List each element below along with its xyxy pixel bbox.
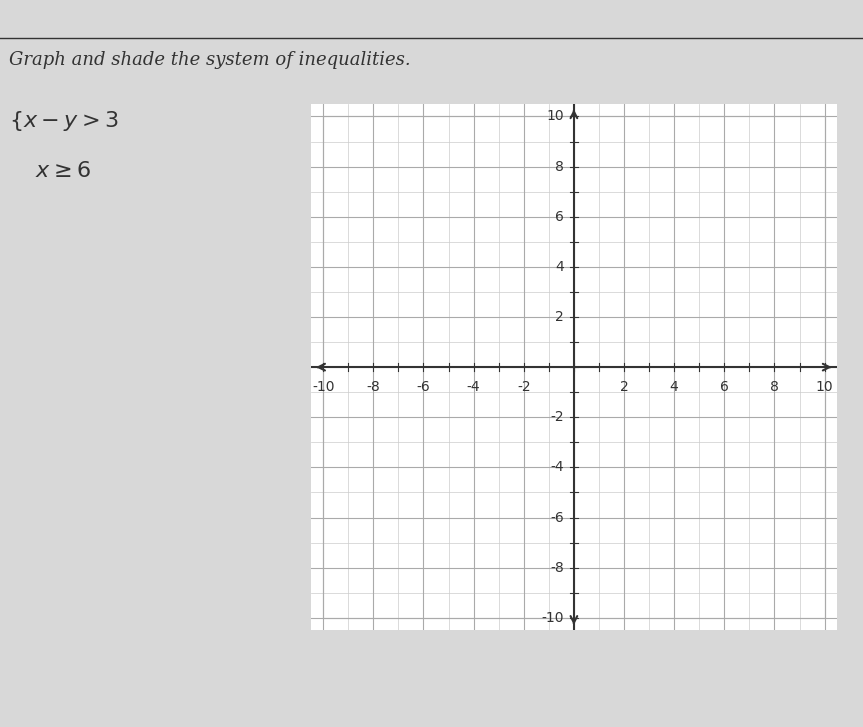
Text: -6: -6 [417, 379, 431, 393]
Text: $\{x - y > 3$: $\{x - y > 3$ [9, 109, 118, 133]
Text: -2: -2 [551, 410, 564, 425]
Text: 10: 10 [546, 110, 564, 124]
Text: 4: 4 [670, 379, 678, 393]
Text: -10: -10 [541, 611, 564, 624]
Text: -4: -4 [551, 460, 564, 475]
Text: 6: 6 [555, 209, 564, 224]
Text: -8: -8 [550, 561, 564, 574]
Text: $x \geq 6$: $x \geq 6$ [35, 160, 91, 182]
Text: 10: 10 [816, 379, 834, 393]
Text: -10: -10 [312, 379, 335, 393]
Text: 4: 4 [555, 260, 564, 274]
Text: -2: -2 [517, 379, 531, 393]
Text: -6: -6 [550, 510, 564, 525]
Text: 2: 2 [555, 310, 564, 324]
Text: 8: 8 [770, 379, 779, 393]
Text: -8: -8 [367, 379, 381, 393]
Text: 6: 6 [720, 379, 728, 393]
Text: 2: 2 [620, 379, 628, 393]
Text: Graph and shade the system of inequalities.: Graph and shade the system of inequaliti… [9, 51, 410, 69]
Text: 8: 8 [555, 160, 564, 174]
Text: -4: -4 [467, 379, 481, 393]
